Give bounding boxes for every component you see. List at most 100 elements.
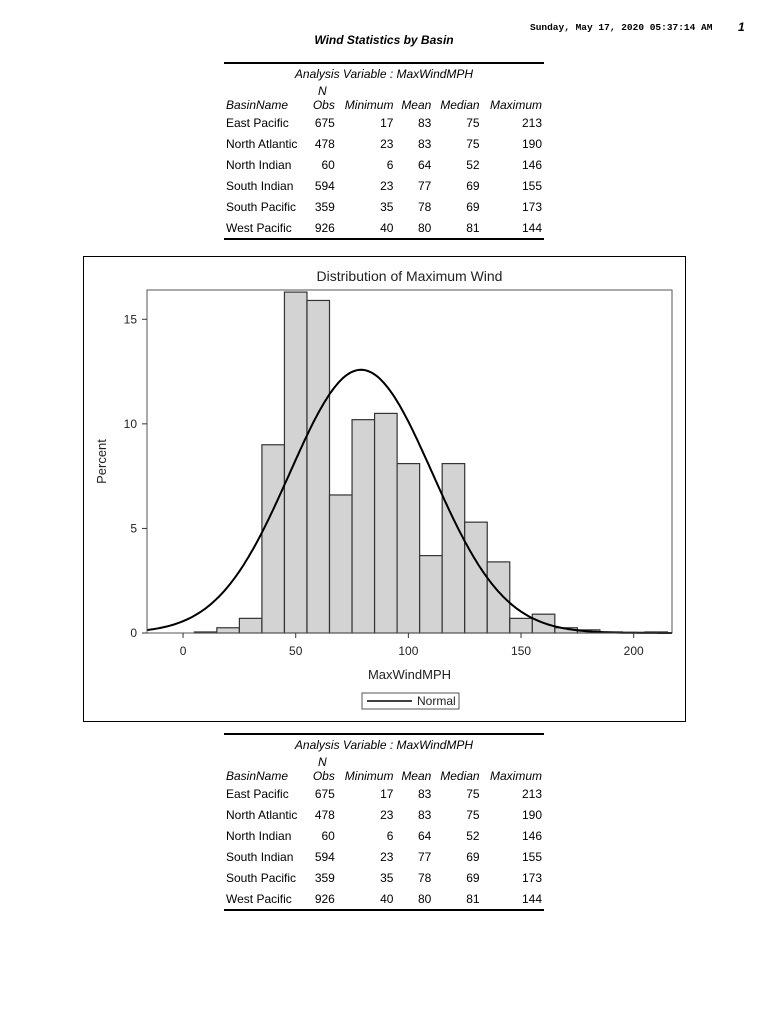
x-tick-label: 0 (180, 644, 187, 658)
table-cell: 359 (314, 199, 335, 214)
table-cell: 23 (380, 849, 394, 864)
stats-table-bottom: Analysis Variable : MaxWindMPH BasinName N… (224, 733, 544, 911)
histogram-bar (396, 462, 421, 634)
table-cell: 80 (417, 891, 432, 906)
table-cell: 594 (314, 849, 335, 864)
table-row: South Indian 594 23 77 69 155 (224, 846, 544, 867)
table-cell: 478 (314, 136, 335, 151)
histogram-bar (306, 299, 331, 634)
table-cell: 77 (417, 178, 432, 193)
table-cell: 64 (417, 157, 432, 172)
histogram-bar (216, 627, 240, 634)
table-cell: 213 (521, 115, 542, 130)
table-row: North Indian 60 6 64 52 146 (224, 154, 544, 175)
table-cell: 83 (417, 786, 432, 801)
col-header: Minimum (344, 769, 394, 783)
x-tick-label: 100 (398, 644, 418, 658)
x-tick-label: 50 (289, 644, 303, 658)
table-cell: 213 (521, 786, 542, 801)
x-tick-label: 200 (624, 644, 644, 658)
table-cell: 78 (417, 870, 432, 885)
table-caption: Analysis Variable : MaxWindMPH (294, 67, 474, 81)
col-basinname: BasinName (226, 769, 289, 783)
table-row: West Pacific 926 40 80 81 144 (224, 217, 544, 239)
table-cell: 594 (314, 178, 335, 193)
table-cell: 23 (380, 178, 394, 193)
col-nobs-bottom: Obs (312, 98, 335, 112)
table-cell: West Pacific (226, 220, 292, 235)
table-cell: 75 (466, 136, 480, 151)
table-row: South Pacific 359 35 78 69 173 (224, 196, 544, 217)
table-cell: 35 (380, 870, 394, 885)
table-row: South Pacific 359 35 78 69 173 (224, 867, 544, 888)
report-datetime: Sunday, May 17, 2020 05:37:14 AM (530, 22, 713, 33)
table-cell: 40 (380, 891, 394, 906)
col-nobs-bottom: Obs (312, 769, 335, 783)
table-cell: 69 (466, 178, 480, 193)
table-cell: 144 (521, 891, 542, 906)
plot-frame (146, 289, 673, 634)
page-number: 1 (738, 20, 745, 34)
table-caption: Analysis Variable : MaxWindMPH (294, 738, 474, 752)
table-cell: 83 (417, 115, 432, 130)
histogram-bar (509, 617, 533, 634)
table-row: East Pacific 675 17 83 75 213 (224, 783, 544, 804)
histogram-bar (351, 419, 376, 634)
table-cell: 52 (466, 828, 480, 843)
table-cell: 40 (380, 220, 394, 235)
histogram-bar (419, 555, 443, 634)
chart-title: Distribution of Maximum Wind (317, 268, 503, 284)
table-cell: South Pacific (226, 199, 297, 214)
histogram-bar (261, 444, 286, 634)
table-cell: 190 (521, 807, 542, 822)
table-cell: North Indian (226, 157, 292, 172)
col-header: Maximum (489, 98, 542, 112)
table-row: North Indian 60 6 64 52 146 (224, 825, 544, 846)
table-cell: East Pacific (226, 786, 289, 801)
table-cell: 83 (417, 807, 432, 822)
table-cell: 478 (314, 807, 335, 822)
legend-normal-label: Normal (417, 694, 456, 708)
table-cell: 926 (314, 891, 335, 906)
table-cell: 83 (417, 136, 432, 151)
col-header: Minimum (344, 98, 394, 112)
col-nobs-top: N (318, 755, 327, 769)
table-cell: 23 (380, 136, 394, 151)
histogram-bar (238, 617, 263, 634)
histogram-chart: Distribution of Maximum Wind 0 50 100 150 200… (83, 256, 686, 722)
table-cell: 146 (521, 828, 542, 843)
col-header: Maximum (489, 769, 542, 783)
table-cell: North Atlantic (226, 136, 298, 151)
table-cell: 69 (466, 849, 480, 864)
table-cell: 60 (321, 157, 335, 172)
histogram-bar (441, 462, 466, 634)
table-cell: 81 (466, 220, 480, 235)
table-cell: South Pacific (226, 870, 297, 885)
table-cell: 35 (380, 199, 394, 214)
histogram-bar (464, 521, 488, 634)
table-cell: South Indian (226, 178, 294, 193)
table-row: North Atlantic 478 23 83 75 190 (224, 133, 544, 154)
table-cell: 675 (314, 786, 335, 801)
table-cell: North Atlantic (226, 807, 298, 822)
table-cell: East Pacific (226, 115, 289, 130)
table-row: North Atlantic 478 23 83 75 190 (224, 804, 544, 825)
table-cell: South Indian (226, 849, 294, 864)
histogram-bar (486, 561, 511, 634)
x-axis-label: MaxWindMPH (368, 667, 451, 682)
report-title: Wind Statistics by Basin (314, 33, 454, 47)
y-tick-label: 10 (124, 417, 138, 431)
table-cell: 52 (466, 157, 480, 172)
table-cell: 60 (321, 828, 335, 843)
y-tick-label: 5 (130, 521, 137, 535)
table-cell: 69 (466, 199, 480, 214)
col-header: Mean (401, 98, 432, 112)
table-cell: 80 (417, 220, 432, 235)
table-row: South Indian 594 23 77 69 155 (224, 175, 544, 196)
histogram-bar (328, 494, 353, 634)
table-cell: 146 (521, 157, 542, 172)
y-tick-label: 15 (124, 312, 138, 326)
table-cell: 144 (521, 220, 542, 235)
table-cell: 190 (521, 136, 542, 151)
